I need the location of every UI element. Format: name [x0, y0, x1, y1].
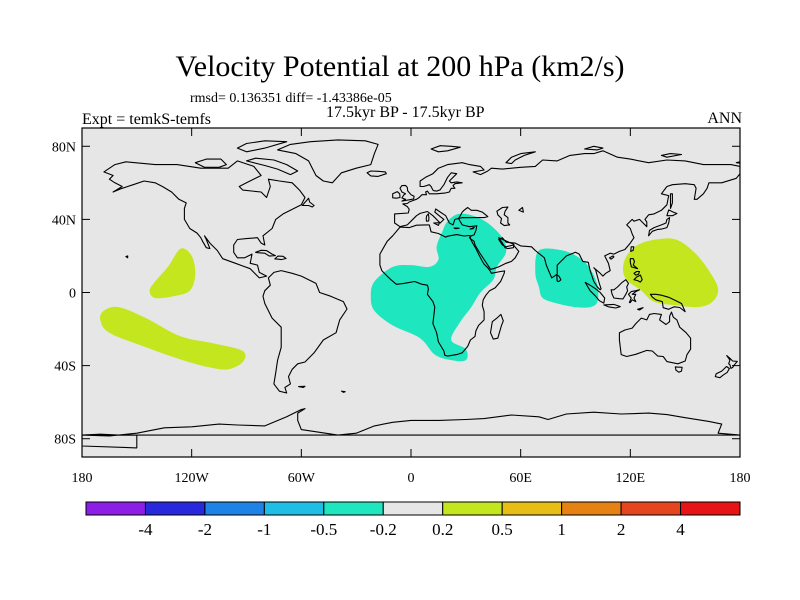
coastline-newfoundland: [301, 197, 315, 208]
contour-region-south-pacific-positive: [100, 306, 246, 370]
colorbar-box: [382, 501, 444, 516]
coastline-sulawesi: [627, 289, 641, 304]
colorbar-box: [561, 501, 622, 516]
coastline-mindanao: [633, 274, 643, 283]
colorbar-label: 0.5: [492, 520, 513, 539]
coastline-wrangel-island: [735, 161, 740, 164]
coastline-java: [603, 303, 621, 309]
experiment-label: Expt = temkS-temfs: [82, 111, 212, 128]
colorbar-box: [144, 501, 206, 516]
coastline-australia: [618, 311, 692, 365]
x-tick-label: 180: [730, 471, 751, 486]
colorbar-box: [323, 501, 384, 516]
y-tick-label: 40S: [54, 360, 76, 375]
x-tick-label: 180: [72, 471, 93, 486]
colorbar-box: [263, 501, 325, 516]
y-tick-label: 0: [69, 287, 76, 302]
coastline-new-zealand-north: [726, 355, 738, 369]
coastline-baffin-island: [245, 157, 299, 176]
colorbar-label: 1: [557, 520, 566, 539]
coastline-hawaii: [125, 255, 129, 259]
colorbar-label: 2: [617, 520, 626, 539]
coastline-novaya-zemlya: [505, 151, 536, 165]
colorbar-box: [620, 501, 682, 516]
coastline-new-zealand-south: [714, 365, 730, 379]
coastline-hokkaido: [666, 209, 678, 217]
colorbar-label: -4: [138, 520, 153, 539]
coastline-sumatra: [584, 281, 606, 304]
y-tick-label: 40N: [52, 213, 76, 228]
x-tick-label: 120W: [175, 471, 210, 486]
colorbar-box: [204, 501, 265, 516]
colorbar-box: [501, 501, 563, 516]
coastline-cyprus: [469, 226, 475, 230]
coastline-new-siberian-islands: [660, 153, 683, 158]
coastline-sicily: [433, 222, 441, 226]
contour-region-west-pacific-positive: [623, 238, 719, 308]
coastline-sakhalin: [669, 193, 673, 209]
coastline-borneo: [610, 279, 630, 300]
coastline-hainan: [608, 255, 615, 260]
colorbar-label: 0.2: [432, 520, 453, 539]
coastline-victoria-island: [194, 158, 227, 168]
coastline-visayas: [633, 270, 641, 276]
colorbar-label: -0.2: [370, 520, 397, 539]
coastline-black-sea-west-lake: [518, 206, 524, 213]
colorbar-label: -2: [198, 520, 212, 539]
coastline-falklands: [298, 385, 306, 389]
chart-title: Velocity Potential at 200 hPa (km2/s): [175, 50, 625, 83]
coastline-iceland: [366, 170, 387, 177]
coastline-cuba: [255, 249, 276, 257]
colorbar-box: [85, 501, 146, 516]
y-tick-label: 80N: [52, 140, 76, 155]
coastline-sardinia-corsica: [425, 213, 430, 222]
contour-region-africa-arabia-negative: [370, 213, 507, 362]
stats-line: rmsd= 0.136351 diff= -1.43386e-05: [190, 91, 392, 106]
coastline-crete: [453, 227, 460, 230]
coastline-caspian-sea: [496, 206, 511, 227]
coastline-ellesmere-island: [236, 140, 288, 153]
coastline-north-america: [103, 160, 306, 279]
x-tick-label: 60E: [509, 471, 532, 486]
coastline-south-america: [262, 270, 348, 394]
coastline-taiwan: [630, 246, 635, 252]
colorbar-label: 4: [676, 520, 685, 539]
colorbar-box: [442, 501, 503, 516]
x-tick-label: 120E: [616, 471, 646, 486]
coastline-greenland: [277, 139, 379, 184]
coastline-new-guinea: [649, 293, 686, 313]
coastline-luzon: [629, 257, 639, 270]
contour-region-north-pacific-positive: [149, 248, 196, 299]
coastline-ireland: [392, 191, 401, 199]
colorbar-label: -1: [257, 520, 271, 539]
period-label: 17.5kyr BP - 17.5kyr BP: [326, 104, 485, 121]
coastline-hispaniola: [274, 255, 287, 261]
y-tick-label: 80S: [54, 433, 76, 448]
coastline-madagascar: [489, 313, 504, 340]
coastline-british-isles: [399, 184, 415, 202]
coastline-arabia-gulf: [498, 237, 515, 250]
contour-region-indian-ocean-negative: [535, 248, 599, 308]
coastline-eurasia: [394, 150, 740, 291]
x-tick-label: 60W: [288, 471, 316, 486]
coastline-severnaya-zemlya: [584, 145, 604, 151]
coastline-japan: [648, 217, 671, 237]
coastline-south-georgia: [340, 390, 346, 393]
coastline-tasmania: [674, 366, 683, 373]
coastline-timor: [637, 307, 644, 311]
colorbar-box: [680, 501, 741, 516]
colorbar-label: -0.5: [310, 520, 337, 539]
coastline-antarctica-main: [82, 408, 740, 437]
coastline-africa: [379, 224, 506, 357]
season-label: ANN: [707, 110, 742, 127]
coastline-svalbard: [430, 145, 461, 153]
coastline-sri-lanka: [556, 274, 562, 283]
x-tick-label: 0: [408, 471, 415, 486]
